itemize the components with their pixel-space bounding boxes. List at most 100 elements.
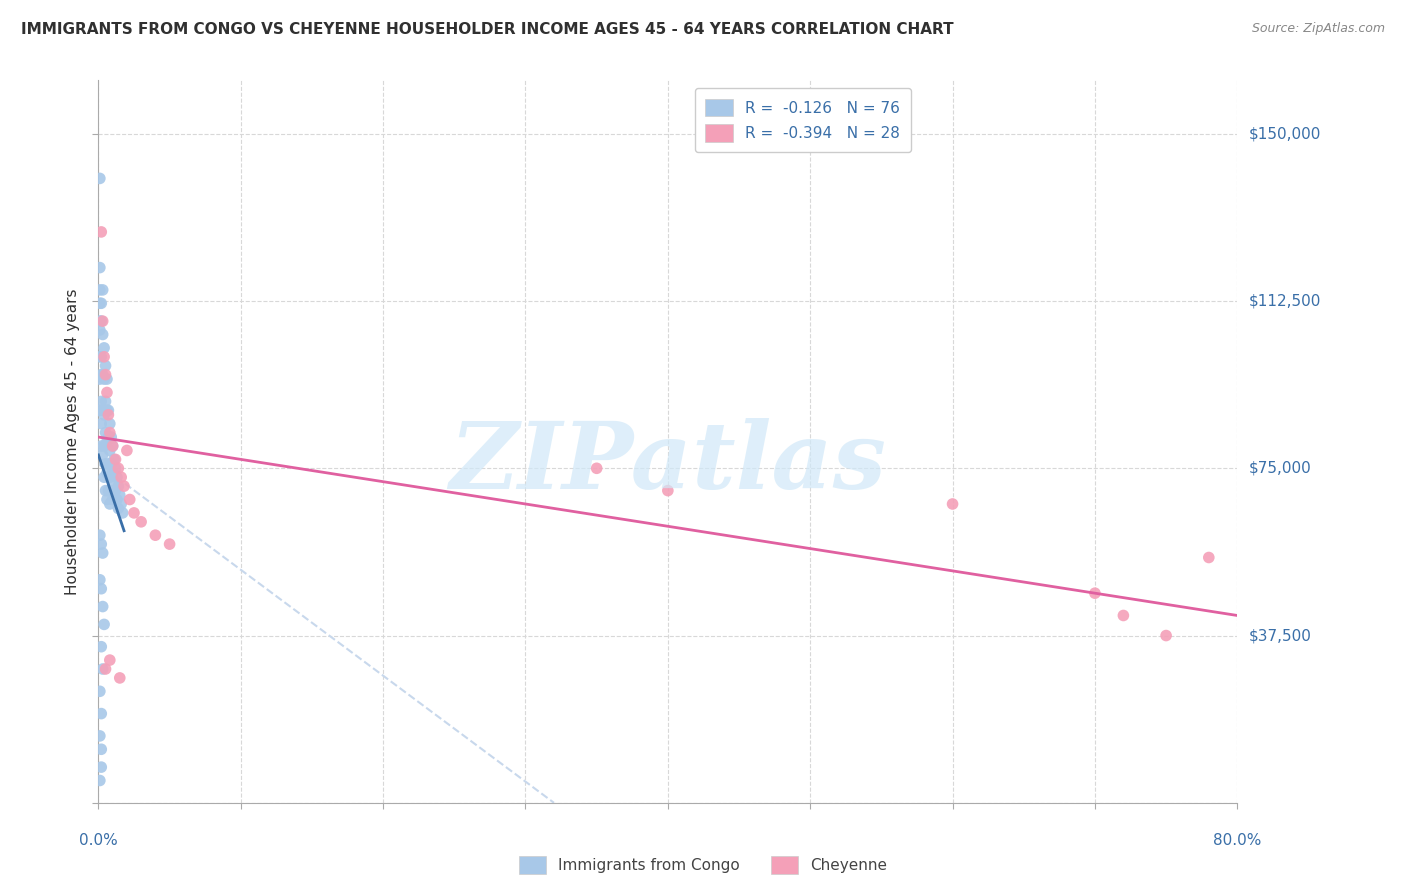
Point bbox=[1198, 550, 1220, 565]
Point bbox=[90, 296, 112, 310]
Point bbox=[89, 260, 111, 275]
Point bbox=[89, 171, 111, 186]
Point bbox=[657, 483, 679, 498]
Point bbox=[108, 488, 131, 502]
Point bbox=[110, 497, 132, 511]
Point bbox=[89, 773, 111, 788]
Point bbox=[97, 408, 120, 422]
Y-axis label: Householder Income Ages 45 - 64 years: Householder Income Ages 45 - 64 years bbox=[65, 288, 80, 595]
Point bbox=[115, 443, 138, 458]
Point bbox=[98, 653, 121, 667]
Point bbox=[89, 403, 111, 417]
Point bbox=[91, 448, 114, 462]
Point bbox=[105, 492, 128, 507]
Point bbox=[91, 662, 114, 676]
Point bbox=[91, 283, 114, 297]
Point bbox=[91, 546, 114, 560]
Point bbox=[129, 515, 152, 529]
Point bbox=[101, 439, 124, 453]
Point bbox=[100, 483, 122, 498]
Point bbox=[104, 483, 127, 498]
Point bbox=[94, 425, 117, 440]
Point bbox=[91, 314, 114, 328]
Point bbox=[93, 439, 115, 453]
Point bbox=[89, 283, 111, 297]
Text: 0.0%: 0.0% bbox=[79, 833, 118, 848]
Point bbox=[91, 327, 114, 342]
Point bbox=[94, 394, 117, 409]
Point bbox=[159, 537, 181, 551]
Point bbox=[90, 640, 112, 654]
Point bbox=[108, 671, 131, 685]
Point bbox=[93, 470, 115, 484]
Point bbox=[90, 742, 112, 756]
Point bbox=[103, 475, 125, 489]
Point bbox=[93, 350, 115, 364]
Point bbox=[89, 729, 111, 743]
Point bbox=[91, 599, 114, 614]
Point bbox=[97, 457, 120, 471]
Point bbox=[94, 483, 117, 498]
Point bbox=[96, 385, 118, 400]
Point bbox=[1084, 586, 1107, 600]
Legend: R =  -0.126   N = 76, R =  -0.394   N = 28: R = -0.126 N = 76, R = -0.394 N = 28 bbox=[695, 88, 911, 153]
Text: $150,000: $150,000 bbox=[1249, 127, 1320, 141]
Text: ZIPatlas: ZIPatlas bbox=[450, 418, 886, 508]
Point bbox=[90, 350, 112, 364]
Point bbox=[98, 470, 121, 484]
Point bbox=[107, 461, 129, 475]
Point bbox=[96, 492, 118, 507]
Point bbox=[96, 466, 118, 480]
Point bbox=[93, 617, 115, 632]
Point bbox=[110, 470, 132, 484]
Point bbox=[96, 434, 118, 449]
Point bbox=[107, 479, 129, 493]
Point bbox=[97, 430, 120, 444]
Point bbox=[1112, 608, 1135, 623]
Point bbox=[90, 439, 112, 453]
Point bbox=[122, 506, 145, 520]
Point bbox=[104, 461, 127, 475]
Point bbox=[90, 706, 112, 721]
Point bbox=[89, 314, 111, 328]
Text: $112,500: $112,500 bbox=[1249, 293, 1320, 309]
Point bbox=[103, 452, 125, 467]
Text: $75,000: $75,000 bbox=[1249, 461, 1312, 475]
Point bbox=[94, 662, 117, 676]
Point bbox=[94, 457, 117, 471]
Point bbox=[97, 403, 120, 417]
Point bbox=[585, 461, 607, 475]
Text: IMMIGRANTS FROM CONGO VS CHEYENNE HOUSEHOLDER INCOME AGES 45 - 64 YEARS CORRELAT: IMMIGRANTS FROM CONGO VS CHEYENNE HOUSEH… bbox=[21, 22, 953, 37]
Point bbox=[96, 372, 118, 386]
Point bbox=[101, 466, 124, 480]
Point bbox=[89, 296, 111, 310]
Point bbox=[90, 314, 112, 328]
Text: 80.0%: 80.0% bbox=[1213, 833, 1261, 848]
Point bbox=[90, 760, 112, 774]
Point bbox=[90, 417, 112, 431]
Point bbox=[90, 394, 112, 409]
Point bbox=[93, 372, 115, 386]
Point bbox=[98, 417, 121, 431]
Point bbox=[100, 430, 122, 444]
Point bbox=[111, 506, 134, 520]
Point bbox=[89, 528, 111, 542]
Point bbox=[91, 368, 114, 382]
Point bbox=[90, 582, 112, 596]
Point bbox=[89, 350, 111, 364]
Point bbox=[90, 225, 112, 239]
Point bbox=[100, 457, 122, 471]
Point bbox=[145, 528, 167, 542]
Text: Source: ZipAtlas.com: Source: ZipAtlas.com bbox=[1251, 22, 1385, 36]
Point bbox=[107, 501, 129, 516]
Point bbox=[1154, 628, 1177, 642]
Legend: Immigrants from Congo, Cheyenne: Immigrants from Congo, Cheyenne bbox=[513, 850, 893, 880]
Point bbox=[104, 452, 127, 467]
Point bbox=[94, 368, 117, 382]
Point bbox=[89, 323, 111, 337]
Point bbox=[94, 359, 117, 373]
Point bbox=[98, 425, 121, 440]
Point bbox=[98, 497, 121, 511]
Point bbox=[112, 479, 135, 493]
Point bbox=[91, 403, 114, 417]
